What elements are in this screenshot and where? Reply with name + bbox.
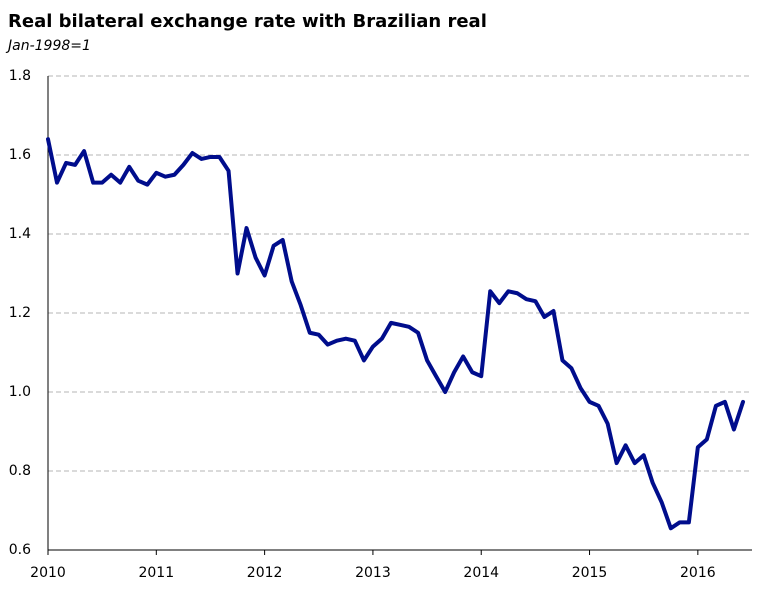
y-tick-label: 1.4 — [9, 226, 31, 242]
x-tick-label: 2012 — [247, 565, 283, 581]
chart-subtitle: Jan-1998=1 — [5, 38, 91, 54]
x-tick-label: 2011 — [138, 565, 174, 581]
x-tick-label: 2010 — [30, 565, 66, 581]
y-tick-label: 1.8 — [9, 68, 31, 84]
x-tick-label: 2015 — [572, 565, 608, 581]
x-tick-label: 2016 — [680, 565, 716, 581]
y-tick-label: 0.8 — [9, 463, 31, 479]
x-tick-label: 2013 — [355, 565, 391, 581]
y-tick-label: 0.6 — [9, 542, 31, 558]
chart-title: Real bilateral exchange rate with Brazil… — [8, 11, 487, 32]
x-tick-label: 2014 — [463, 565, 499, 581]
y-tick-label: 1.6 — [9, 147, 31, 163]
data-line — [46, 137, 746, 531]
y-tick-label: 1.0 — [9, 384, 31, 400]
y-tick-label: 1.2 — [9, 305, 31, 321]
